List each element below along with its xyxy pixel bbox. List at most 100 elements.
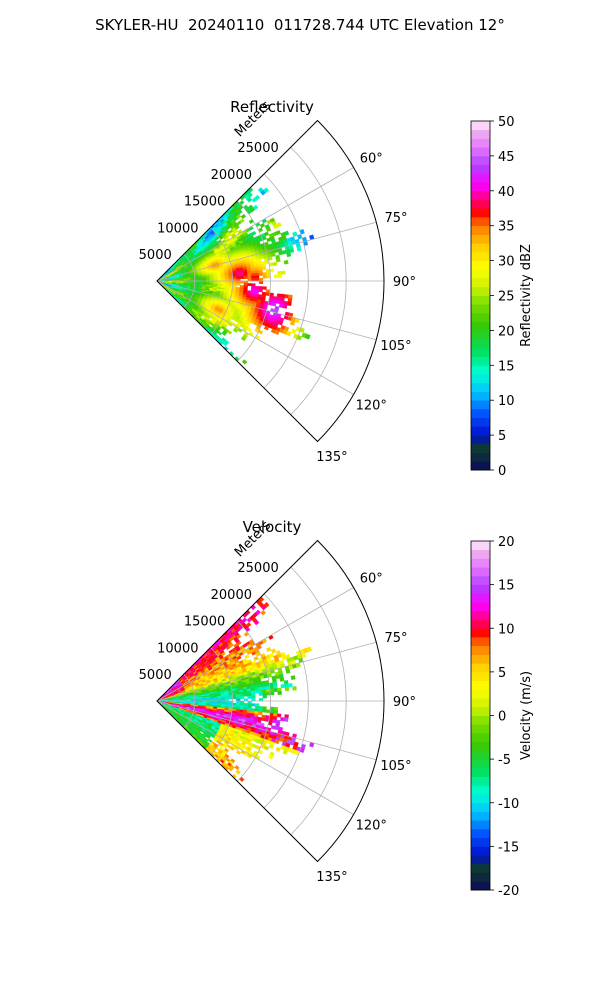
colorbar-band	[471, 147, 490, 157]
data-cell	[236, 750, 242, 755]
data-cell	[274, 739, 280, 745]
colorbar-band	[471, 689, 490, 699]
colorbar-tick-label: 25	[498, 290, 515, 305]
data-cell	[286, 301, 292, 307]
data-cell	[236, 634, 242, 640]
data-cell	[275, 258, 281, 263]
colorbar-band	[471, 339, 490, 349]
colorbar-band	[471, 452, 490, 462]
azimuth-tick-label: 60°	[360, 571, 383, 586]
data-field	[157, 596, 315, 783]
data-cell	[259, 222, 266, 229]
range-tick-label: 10000	[157, 641, 198, 656]
data-cell	[273, 688, 278, 693]
azimuth-tick-label: 105°	[380, 759, 411, 774]
grid-ring	[290, 566, 347, 836]
data-cell	[261, 266, 267, 271]
data-cell	[254, 272, 260, 277]
azimuth-tick-label: 60°	[360, 151, 383, 166]
data-cell	[268, 652, 274, 658]
data-cell	[234, 225, 240, 230]
data-cell	[262, 286, 267, 290]
data-cell	[247, 273, 252, 277]
data-cell	[253, 656, 259, 661]
colorbar-band	[471, 628, 490, 638]
colorbar-band	[471, 182, 490, 192]
colorbar-band	[471, 391, 490, 401]
colorbar-label: Reflectivity dBZ	[519, 244, 534, 347]
data-cell	[243, 703, 248, 706]
range-tick-label: 5000	[139, 668, 172, 683]
data-cell	[252, 204, 259, 211]
data-cell	[269, 706, 275, 711]
colorbar-tick-label: 10	[498, 394, 515, 409]
colorbar-band	[471, 173, 490, 183]
data-cell	[251, 283, 256, 287]
azimuth-tick-label: 75°	[384, 631, 407, 646]
colorbar-band	[471, 575, 490, 586]
data-cell	[263, 325, 270, 331]
colorbar-band	[471, 155, 490, 166]
data-cell	[273, 274, 279, 279]
colorbar-band	[471, 269, 490, 279]
data-cell	[266, 271, 271, 276]
data-cell	[224, 697, 230, 700]
data-cell	[258, 269, 263, 274]
data-cell	[280, 717, 285, 722]
data-cell	[270, 252, 276, 257]
colorbar-band	[471, 278, 490, 288]
data-cell	[217, 330, 222, 336]
colorbar-tick-label: 0	[498, 710, 506, 725]
azimuth-tick-label: 90°	[393, 695, 416, 710]
colorbar-band	[471, 121, 490, 131]
data-cell	[289, 320, 296, 326]
data-cell	[239, 696, 245, 700]
colorbar-band	[471, 138, 490, 148]
data-cell	[241, 359, 248, 365]
data-cell	[254, 690, 260, 694]
data-cell	[296, 246, 302, 252]
colorbar-band	[471, 330, 490, 340]
data-cell	[236, 655, 242, 661]
data-cell	[228, 276, 233, 280]
colorbar-band	[471, 190, 490, 200]
azimuth-tick-label: 105°	[380, 339, 411, 354]
colorbar-tick-label: 30	[498, 255, 515, 270]
colorbar-band	[471, 243, 490, 253]
range-tick-label: 25000	[237, 141, 278, 156]
colorbar-band	[471, 811, 490, 821]
data-cell	[258, 692, 264, 696]
colorbar-band	[471, 785, 490, 795]
data-cell	[220, 651, 226, 657]
colorbar-band	[471, 654, 490, 664]
data-cell	[262, 275, 267, 279]
colorbar-band	[471, 549, 490, 559]
data-cell	[263, 745, 270, 751]
data-cell	[243, 283, 248, 286]
panel-title: Velocity	[243, 518, 302, 536]
colorbar-band	[471, 347, 490, 357]
colorbar-band	[471, 584, 490, 594]
data-cell	[237, 209, 243, 215]
colorbar-band	[471, 776, 490, 786]
data-field	[157, 187, 315, 365]
colorbar-band	[471, 663, 490, 673]
data-cell	[236, 276, 241, 280]
azimuth-tick-label: 135°	[316, 870, 347, 885]
colorbar-band	[471, 767, 490, 777]
data-cell	[255, 278, 260, 282]
colorbar-band	[471, 645, 490, 655]
data-cell	[305, 333, 311, 340]
data-cell	[227, 330, 233, 335]
colorbar-tick-label: -15	[498, 840, 519, 855]
data-cell	[224, 277, 230, 280]
data-cell	[284, 683, 289, 688]
data-cell	[258, 711, 263, 716]
data-cell	[281, 270, 286, 275]
data-cell	[292, 686, 297, 691]
colorbar-band	[471, 724, 490, 734]
range-tick-label: 5000	[139, 248, 172, 263]
data-cell	[247, 703, 252, 707]
data-cell	[258, 288, 263, 293]
